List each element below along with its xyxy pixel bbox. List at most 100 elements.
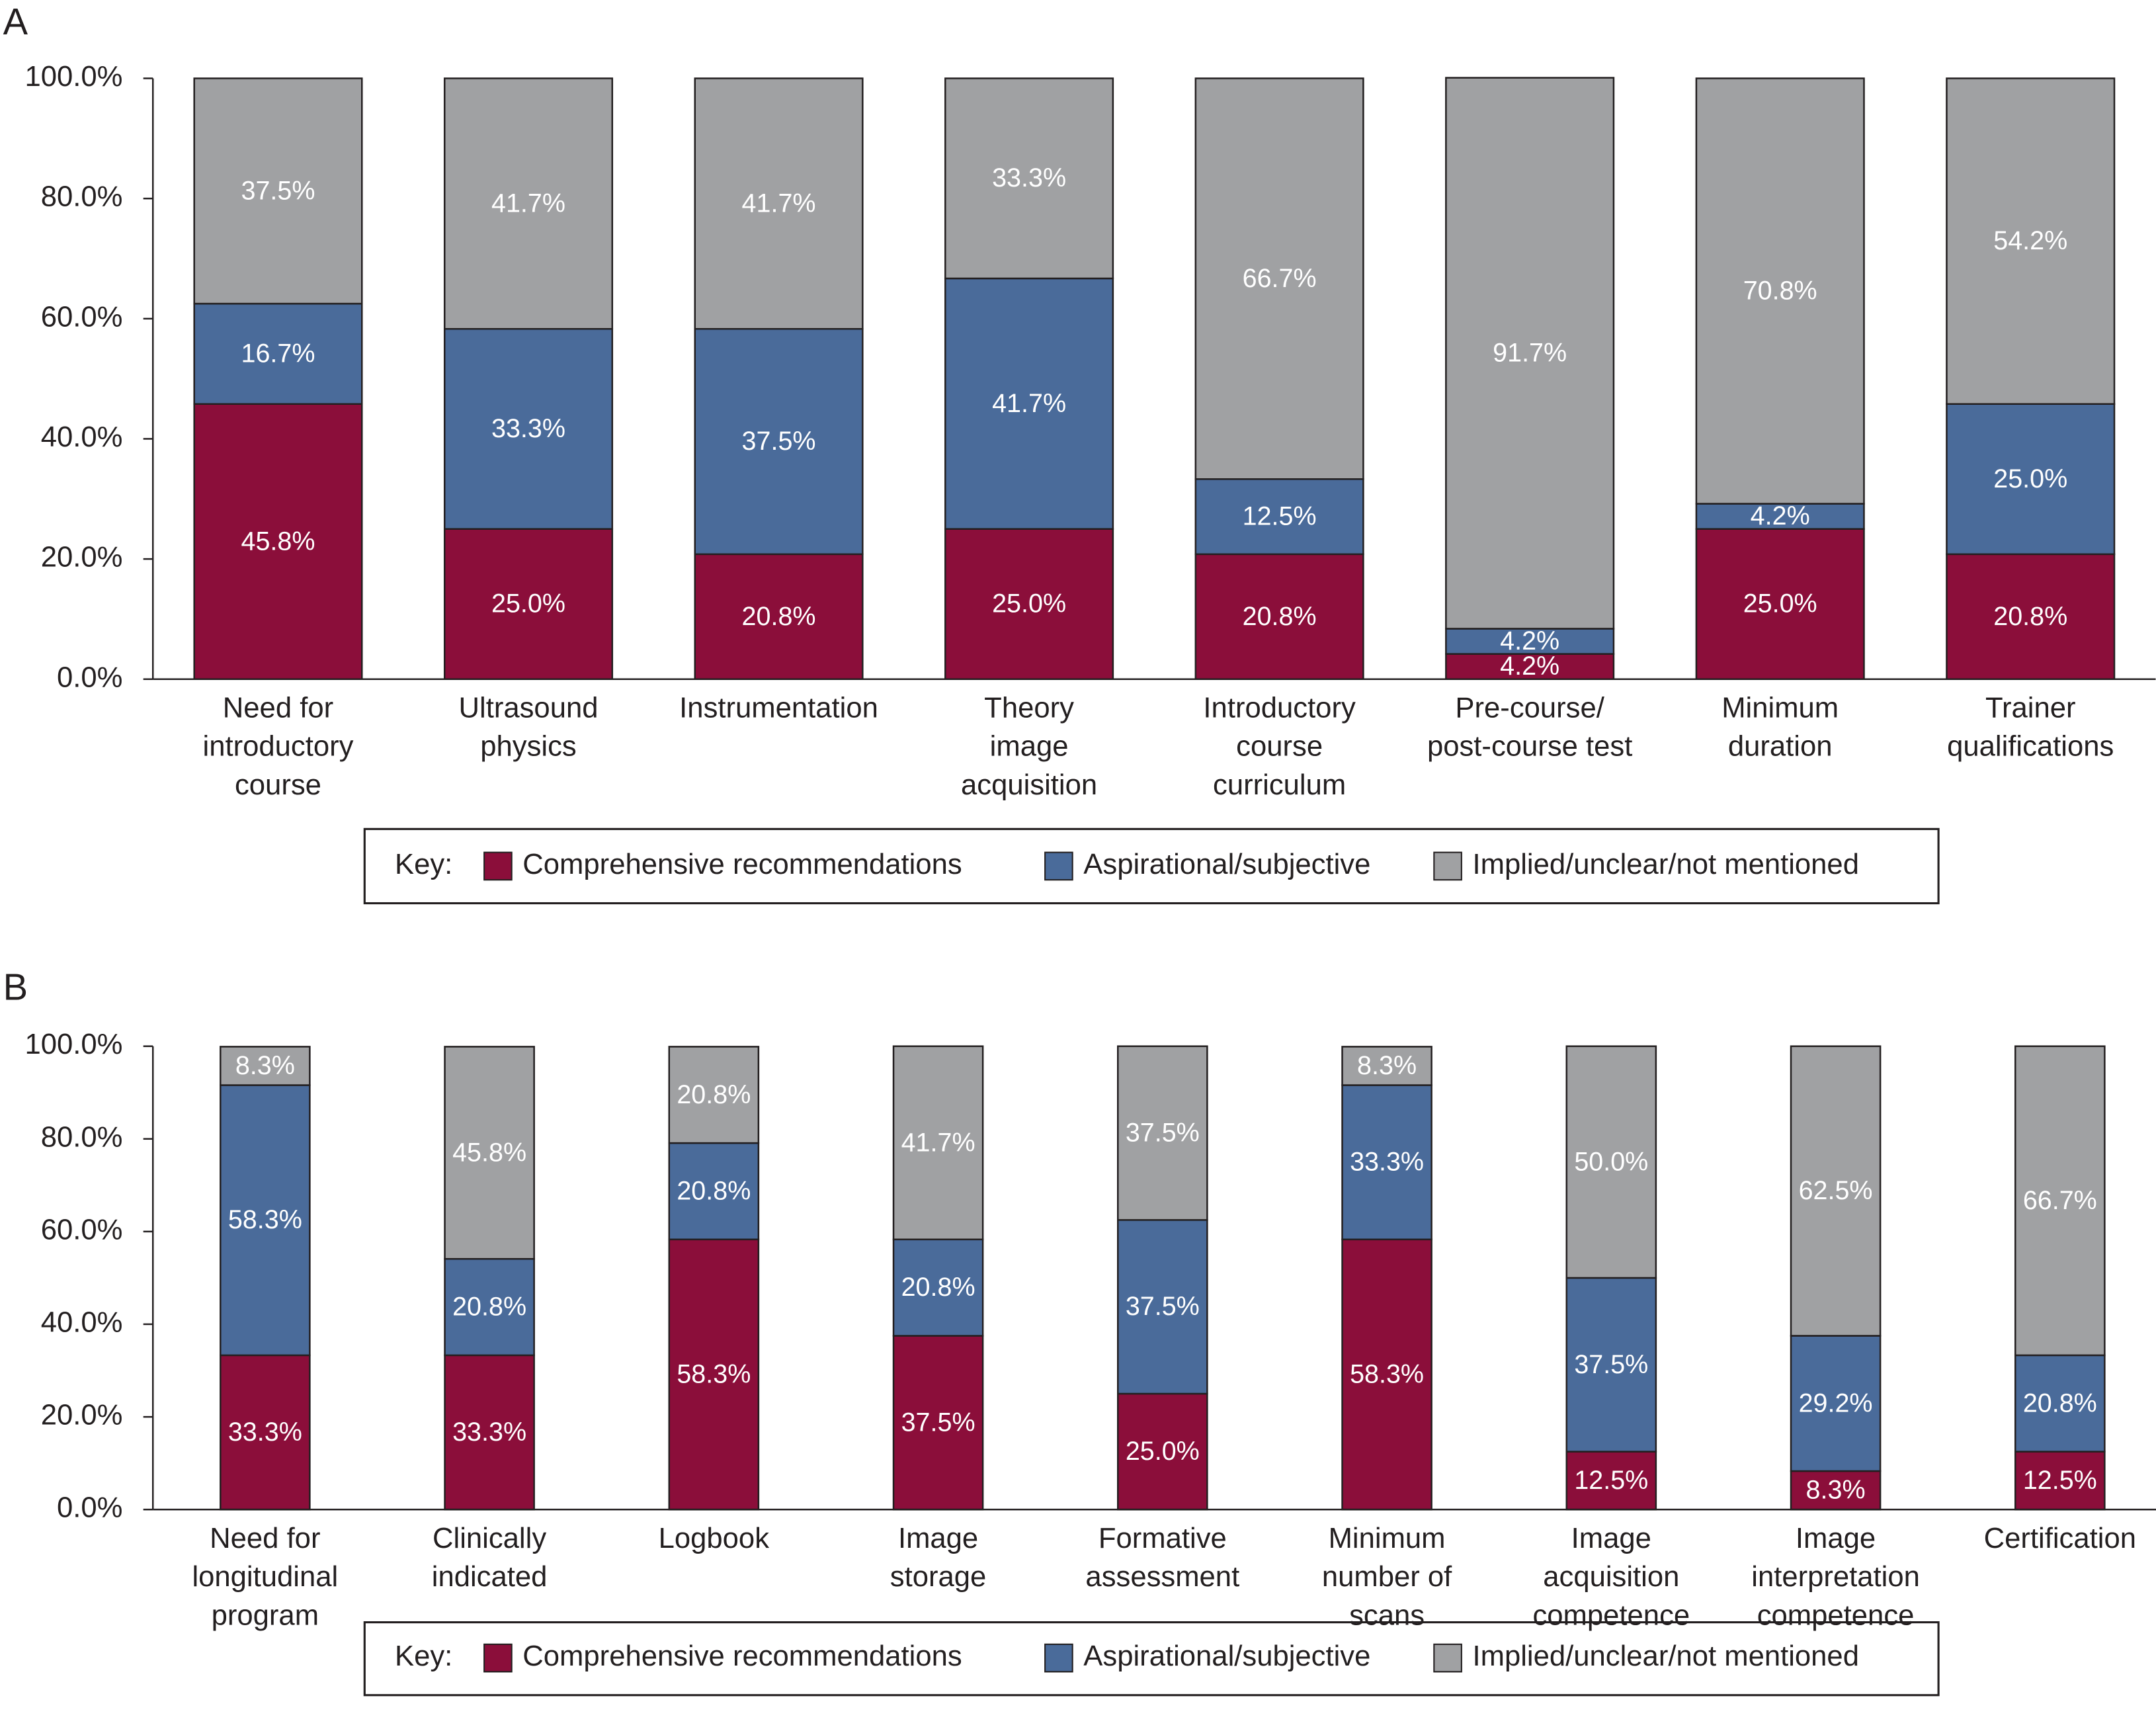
legend-swatch [483,1643,513,1673]
panel-label: A [3,1,28,42]
bar-segment [944,77,1114,280]
value-label: 41.7% [491,189,565,218]
bar-segment [892,1335,984,1511]
bar-segment [2014,1451,2106,1511]
bar-segment [1695,528,1865,680]
x-tick-label: Image storage [890,1521,987,1592]
value-label: 20.8% [1243,602,1317,631]
value-label: 33.3% [992,163,1066,192]
value-label: 70.8% [1743,276,1817,306]
legend-swatch [1044,1643,1073,1673]
bar-segment [694,327,864,556]
value-label: 8.3% [235,1051,295,1080]
value-label: 12.5% [1574,1466,1648,1495]
bar-segment [443,77,614,330]
bar-segment [1117,1219,1208,1395]
x-tick-label: Formative assessment [1085,1521,1239,1592]
y-tick-label: 80.0% [41,181,123,213]
value-label: 41.7% [901,1128,975,1157]
bar-segment [1695,77,1865,505]
value-label: 4.2% [1500,626,1559,656]
y-tick-label: 20.0% [41,541,123,573]
value-label: 25.0% [1993,464,2067,493]
value-label: 12.5% [1243,502,1317,531]
value-label: 41.7% [742,189,816,218]
value-label: 20.8% [2023,1388,2097,1418]
value-label: 66.7% [1243,264,1317,293]
bar-segment [2014,1354,2106,1453]
x-tick-label: Minimum number of scans [1322,1521,1452,1630]
value-label: 50.0% [1574,1147,1648,1176]
legend-title: Key: [395,848,452,880]
x-tick-label: Theory image acquisition [961,691,1097,800]
y-tick-label: 0.0% [57,1492,122,1524]
value-label: 45.8% [452,1138,526,1167]
legend-label: Comprehensive recommendations [522,1640,962,1672]
legend-swatch [1433,851,1462,881]
bar-segment [694,77,864,330]
bar-segment [220,1354,311,1511]
y-tick-label: 0.0% [57,661,122,693]
value-label: 20.8% [677,1176,751,1205]
value-label: 8.3% [1806,1476,1866,1505]
bar-segment [668,1046,760,1144]
value-label: 25.0% [1126,1437,1200,1466]
legend-title: Key: [395,1640,452,1672]
legend-swatch [1044,851,1073,881]
x-tick-label: Logbook [659,1521,770,1554]
x-tick-label: Ultrasound physics [459,691,599,762]
value-label: 20.8% [1993,602,2067,631]
bar-segment [1341,1046,1432,1086]
value-label: 37.5% [1574,1350,1648,1379]
legend-label: Aspirational/subjective [1083,848,1370,880]
value-label: 58.3% [1350,1359,1424,1388]
value-label: 37.5% [901,1408,975,1437]
value-label: 20.8% [901,1273,975,1302]
value-label: 33.3% [228,1418,302,1447]
value-label: 41.7% [992,389,1066,418]
x-tick-label: Pre-course/post-course test [1427,691,1632,762]
value-label: 20.8% [742,602,816,631]
x-tick-label: Need for longitudinal program [192,1521,338,1630]
value-label: 20.8% [677,1080,751,1109]
value-label: 25.0% [992,589,1066,618]
x-tick-label: Introductory course curriculum [1203,691,1356,800]
x-tick-label: Minimum duration [1721,691,1839,762]
value-label: 33.3% [491,414,565,443]
value-label: 58.3% [677,1359,751,1388]
x-tick-label: Trainer qualifications [1947,691,2114,762]
value-label: 37.5% [241,176,315,205]
legend-box [363,827,1940,905]
value-label: 4.2% [1751,501,1810,530]
bar-segment [944,528,1114,680]
bar-segment [443,327,614,530]
y-tick-label: 20.0% [41,1399,123,1431]
bar-segment [1445,653,1615,680]
x-tick-label: Instrumentation [679,691,878,724]
value-label: 8.3% [1357,1051,1417,1080]
legend-swatch [483,851,513,881]
x-tick-label: Image acquisition competence [1532,1521,1690,1630]
bar-segment [444,1257,535,1357]
bar-segment [1790,1045,1882,1337]
bar-segment [193,302,363,405]
bar-segment [1445,628,1615,655]
x-tick-label: Certification [1984,1521,2136,1554]
bar-segment [1790,1335,1882,1472]
bar-segment [1194,77,1364,480]
value-label: 20.8% [452,1292,526,1322]
value-label: 12.5% [2023,1466,2097,1495]
bar-segment [1695,503,1865,530]
value-label: 62.5% [1799,1176,1873,1205]
value-label: 25.0% [491,589,565,618]
value-label: 33.3% [452,1418,526,1447]
y-tick-label: 40.0% [41,421,123,453]
bar-segment [2014,1045,2106,1357]
bar-segment [944,277,1114,530]
legend-label: Implied/unclear/not mentioned [1473,1640,1859,1672]
y-tick-label: 60.0% [41,300,123,333]
bar-segment [1194,553,1364,680]
value-label: 45.8% [241,527,315,556]
bar-segment [1946,403,2116,556]
